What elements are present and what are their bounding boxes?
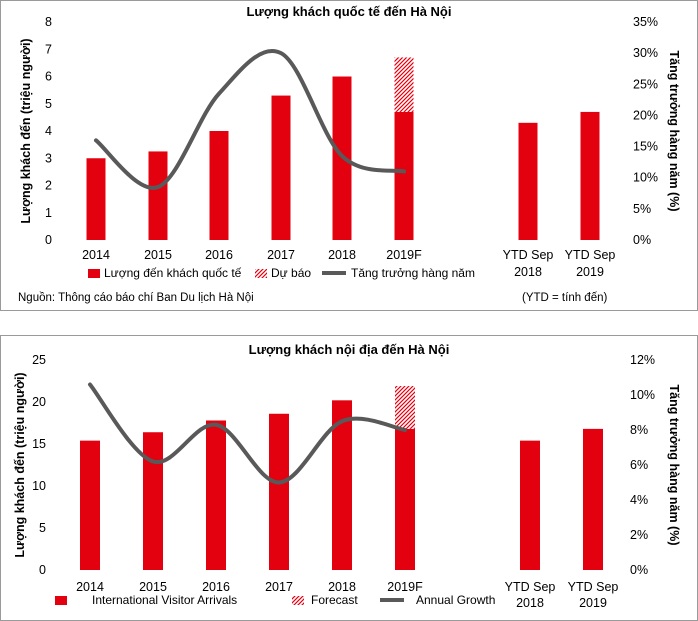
x-tick-label: YTD Sep [568, 580, 619, 594]
y-axis-title: Lượng khách đến (triệu người) [19, 38, 33, 223]
x-tick-label: 2019 [576, 265, 604, 279]
y-tick-label: 1 [45, 206, 52, 220]
legend-label: Dự báo [271, 266, 311, 280]
y2-tick-label: 5% [633, 202, 651, 216]
y2-tick-label: 30% [633, 46, 658, 60]
y-tick-label: 5 [45, 97, 52, 111]
x-tick-label: YTD Sep [505, 580, 556, 594]
legend-label: Forecast [311, 593, 358, 607]
y-tick-label: 5 [39, 521, 46, 535]
forecast-bar [395, 386, 415, 429]
bar [271, 95, 291, 240]
x-tick-label: 2018 [328, 580, 356, 594]
x-tick-label: 2015 [144, 248, 172, 262]
y-tick-label: 3 [45, 151, 52, 165]
bar [332, 400, 352, 570]
y2-tick-label: 20% [633, 108, 658, 122]
x-tick-label: 2015 [139, 580, 167, 594]
y2-tick-label: 25% [633, 77, 658, 91]
x-tick-label: 2014 [82, 248, 110, 262]
legend-swatch-bar [88, 269, 100, 278]
y2-tick-label: 0% [633, 233, 651, 247]
bar [209, 131, 229, 240]
y-tick-label: 20 [32, 395, 46, 409]
chart-international-visitors: Lượng khách quốc tế đến Hà Nội 0 1 2 3 4 5 6 7 8 0… [19, 4, 681, 280]
y-axis-title: Lượng khách đến (triệu người) [13, 372, 27, 557]
ytd-note: (YTD = tính đến) [522, 292, 608, 304]
legend-swatch-forecast [292, 596, 304, 605]
bar [520, 440, 540, 570]
y2-tick-label: 0% [630, 563, 648, 577]
y2-tick-label: 35% [633, 15, 658, 29]
y2-tick-label: 4% [630, 493, 648, 507]
bar [269, 413, 289, 570]
legend-label: Tăng trưởng hàng năm [351, 266, 475, 280]
y2-tick-label: 10% [630, 388, 655, 402]
y2-tick-label: 12% [630, 353, 655, 367]
bar [86, 158, 106, 240]
chart-domestic-visitors: Lượng khách nội địa đến Hà Nội 0 5 10 15 20 25… [13, 342, 681, 610]
y-tick-label: 0 [39, 563, 46, 577]
x-tick-label: 2016 [202, 580, 230, 594]
y-tick-label: 7 [45, 42, 52, 56]
x-tick-label: 2014 [76, 580, 104, 594]
bar [143, 432, 163, 570]
x-tick-label: 2018 [516, 596, 544, 610]
source-note: Nguồn: Thông cáo báo chí Ban Du lịch Hà … [18, 292, 254, 304]
x-tick-label: 2017 [265, 580, 293, 594]
x-tick-label: 2019 [579, 596, 607, 610]
forecast-bar [394, 57, 414, 112]
legend-swatch-forecast [255, 269, 267, 278]
x-tick-label: 2017 [267, 248, 295, 262]
y-tick-label: 6 [45, 70, 52, 84]
legend-swatch-bar [55, 596, 67, 605]
y-tick-label: 8 [45, 15, 52, 29]
growth-line [94, 49, 406, 190]
y-tick-label: 10 [32, 479, 46, 493]
y2-tick-label: 10% [633, 171, 658, 185]
bar [206, 420, 226, 570]
y-tick-label: 25 [32, 353, 46, 367]
legend-label: Annual Growth [416, 593, 495, 607]
x-tick-label: 2018 [328, 248, 356, 262]
x-tick-label: 2018 [514, 265, 542, 279]
chart-title: Lượng khách nội địa đến Hà Nội [249, 342, 450, 357]
bar [583, 428, 603, 570]
bar [148, 151, 168, 240]
x-tick-label: YTD Sep [565, 248, 616, 262]
y2-axis-title: Tăng trưởng hàng năm (%) [667, 51, 681, 212]
x-tick-label: YTD Sep [503, 248, 554, 262]
chart-title: Lượng khách quốc tế đến Hà Nội [246, 4, 451, 19]
y-tick-label: 15 [32, 437, 46, 451]
x-tick-label: 2016 [205, 248, 233, 262]
x-tick-label: 2019F [387, 580, 423, 594]
bar [394, 111, 414, 240]
y-tick-label: 4 [45, 124, 52, 138]
growth-line [88, 382, 407, 485]
y2-tick-label: 6% [630, 458, 648, 472]
y-tick-label: 0 [45, 233, 52, 247]
y2-axis-title: Tăng trưởng hàng năm (%) [667, 385, 681, 546]
y2-tick-label: 8% [630, 423, 648, 437]
y2-tick-label: 2% [630, 528, 648, 542]
y2-tick-label: 15% [633, 140, 658, 154]
bar [580, 111, 600, 240]
legend-label: International Visitor Arrivals [92, 593, 237, 607]
bar [395, 428, 415, 570]
y-tick-label: 2 [45, 179, 52, 193]
bar [80, 440, 100, 570]
bar [518, 122, 538, 240]
x-tick-label: 2019F [386, 248, 422, 262]
legend-label: Lượng đến khách quốc tế [104, 266, 242, 280]
